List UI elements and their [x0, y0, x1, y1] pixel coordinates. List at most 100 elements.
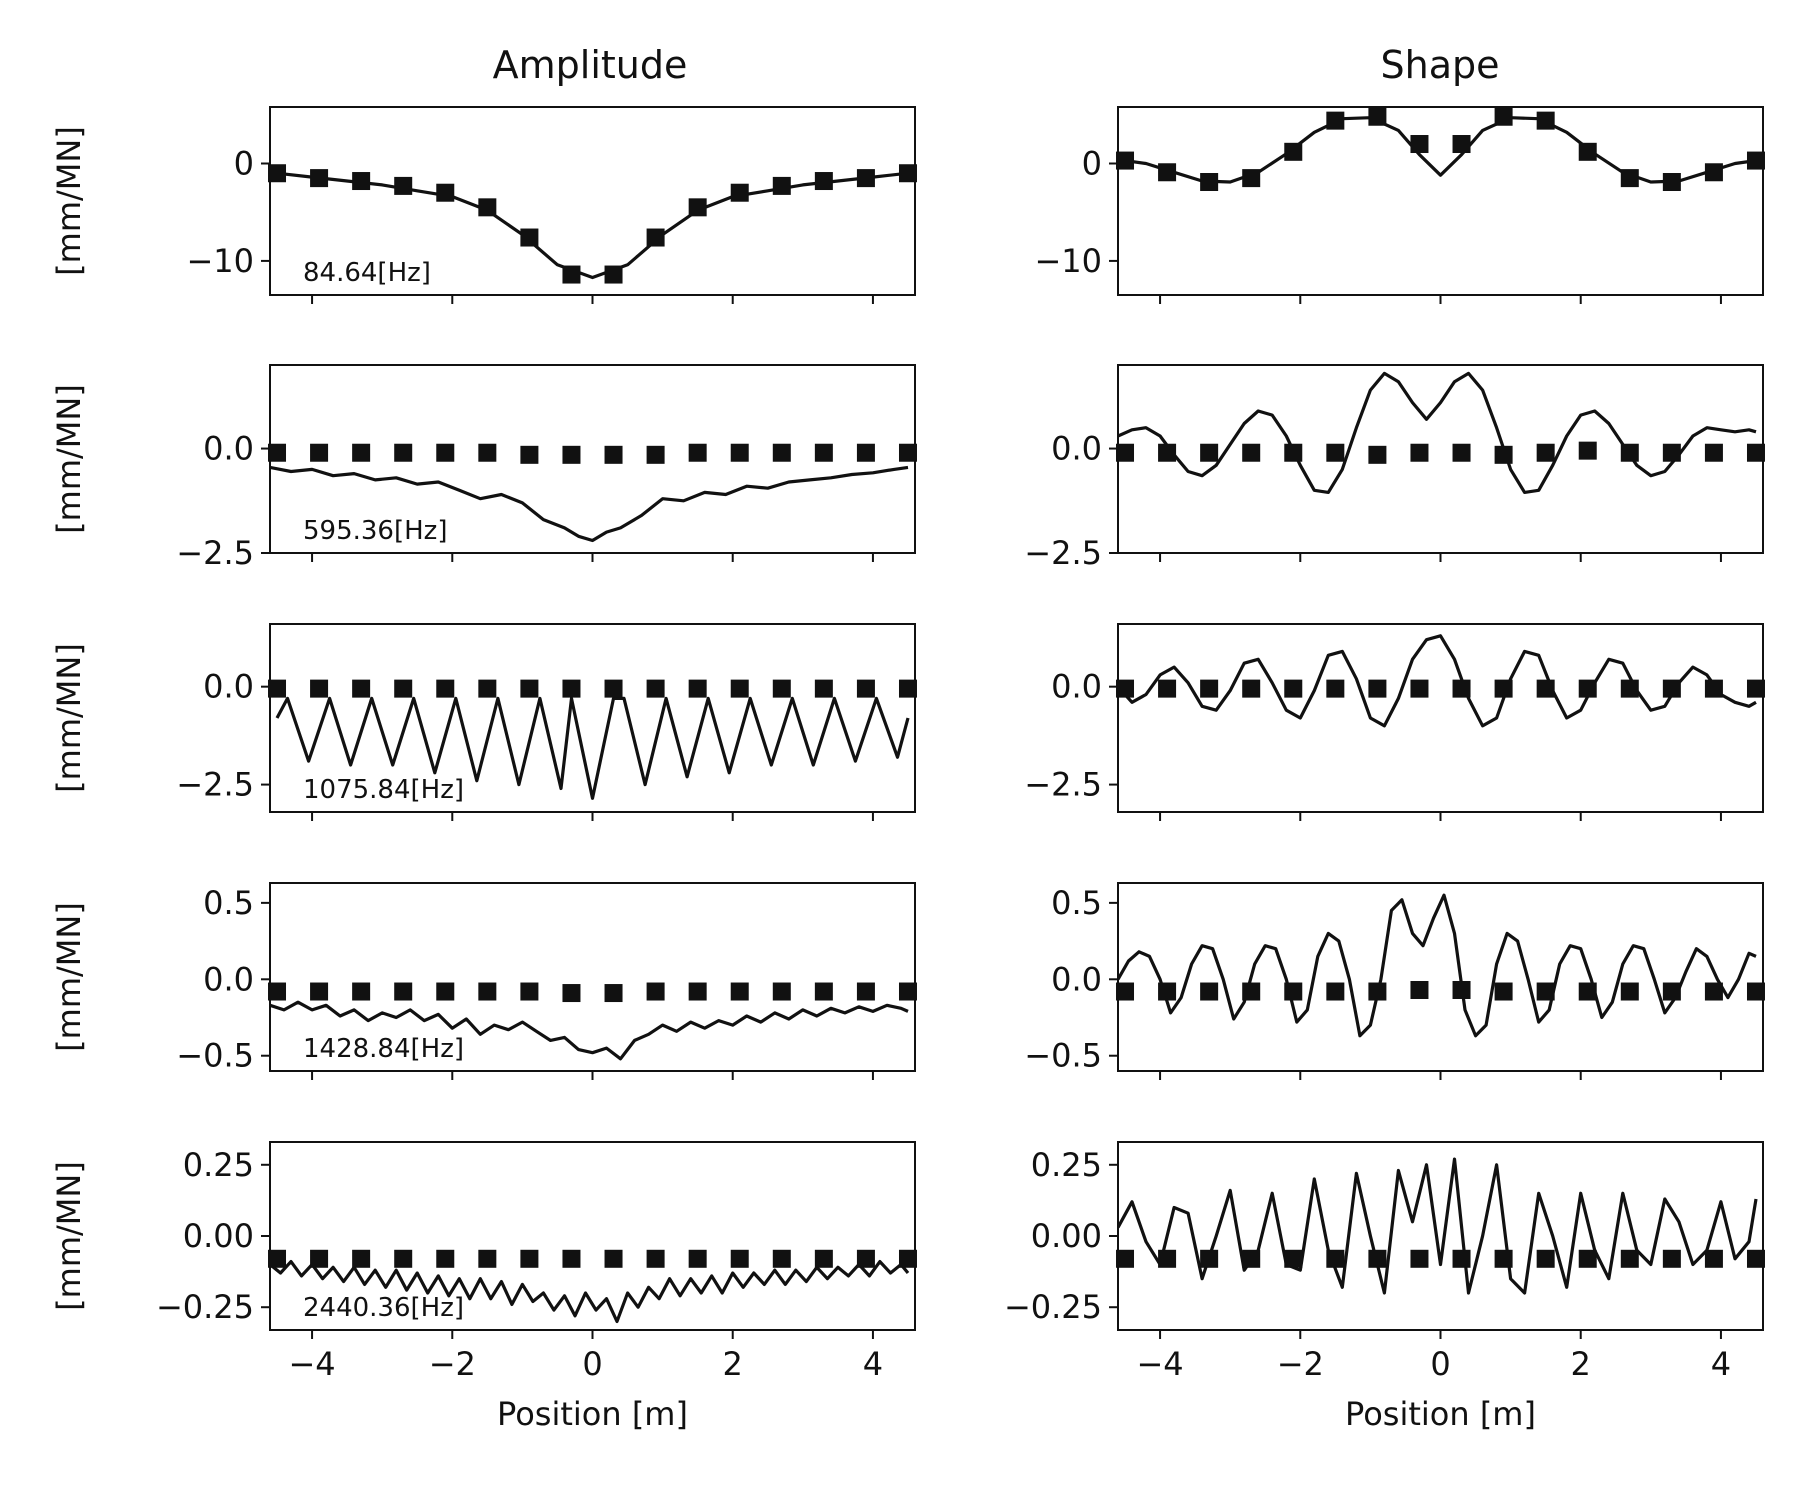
data-point-marker	[1410, 980, 1429, 999]
data-point-marker	[1116, 151, 1135, 170]
series-line	[1118, 371, 1757, 494]
data-point-marker	[394, 443, 413, 462]
data-point-marker	[436, 443, 455, 462]
data-point-marker	[730, 183, 749, 202]
panel-amplitude-3: 0.5 0.0 −0.5 [mm/MN] 1428.84[Hz]	[50, 882, 917, 1080]
data-point-marker	[268, 443, 287, 462]
data-point-marker	[520, 679, 539, 698]
y-axis-label: [mm/MN]	[50, 643, 88, 793]
data-point-marker	[856, 982, 875, 1001]
data-point-marker	[604, 265, 623, 284]
data-point-marker	[898, 443, 917, 462]
data-point-marker	[562, 265, 581, 284]
data-point-marker	[1116, 679, 1135, 698]
data-point-marker	[688, 198, 707, 217]
data-point-marker	[1200, 443, 1219, 462]
data-point-marker	[562, 984, 581, 1003]
data-point-marker	[688, 679, 707, 698]
data-point-marker	[688, 982, 707, 1001]
data-point-marker	[1662, 443, 1681, 462]
plot-frame	[1117, 106, 1764, 296]
data-point-marker	[268, 982, 287, 1001]
panel-shape-0: 0 −10	[1034, 106, 1765, 304]
data-point-marker	[310, 982, 329, 1001]
data-point-marker	[856, 169, 875, 188]
data-point-marker	[730, 982, 749, 1001]
data-point-marker	[1494, 982, 1513, 1001]
data-point-marker	[1704, 1249, 1723, 1268]
data-point-marker	[1326, 982, 1345, 1001]
y-tick-label: −2.5	[176, 534, 254, 572]
data-point-marker	[1494, 445, 1513, 464]
column-title-amplitude: Amplitude	[493, 43, 688, 87]
data-point-marker	[436, 1249, 455, 1268]
y-tick-label: 0	[234, 144, 254, 182]
data-point-marker	[772, 176, 791, 195]
data-point-marker	[1200, 679, 1219, 698]
data-point-marker	[1578, 441, 1597, 460]
data-point-marker	[478, 982, 497, 1001]
data-point-marker	[730, 443, 749, 462]
data-point-marker	[1368, 445, 1387, 464]
data-point-marker	[1410, 443, 1429, 462]
panel-amplitude-4: 0.25 0.00 −0.25 −4 −2 0 2 4 [mm/MN] Position [m] 2…	[50, 1141, 917, 1433]
data-point-marker	[814, 982, 833, 1001]
data-point-marker	[1242, 1249, 1261, 1268]
frequency-label: 1075.84[Hz]	[303, 775, 464, 805]
plot-frame	[1117, 882, 1764, 1072]
data-point-marker	[394, 176, 413, 195]
data-point-marker	[772, 1249, 791, 1268]
data-point-marker	[394, 1249, 413, 1268]
data-point-marker	[1158, 982, 1177, 1001]
data-point-marker	[1494, 107, 1513, 126]
data-point-marker	[772, 443, 791, 462]
data-point-marker	[1284, 142, 1303, 161]
frequency-label: 595.36[Hz]	[303, 516, 447, 546]
data-point-marker	[1536, 443, 1555, 462]
data-point-marker	[730, 1249, 749, 1268]
data-point-marker	[562, 445, 581, 464]
data-point-marker	[1578, 982, 1597, 1001]
data-point-marker	[1242, 169, 1261, 188]
x-tick-label: 0	[582, 1345, 602, 1383]
data-point-marker	[604, 679, 623, 698]
data-point-marker	[1746, 679, 1765, 698]
data-point-marker	[268, 164, 287, 183]
data-point-marker	[1410, 135, 1429, 154]
plot-frame	[1117, 623, 1764, 813]
data-point-marker	[1578, 1249, 1597, 1268]
data-point-marker	[1704, 679, 1723, 698]
data-point-marker	[1368, 1249, 1387, 1268]
data-point-marker	[1326, 443, 1345, 462]
data-point-marker	[1620, 679, 1639, 698]
column-title-shape: Shape	[1381, 43, 1500, 87]
x-tick-label: −2	[429, 1345, 476, 1383]
data-point-marker	[562, 679, 581, 698]
data-point-marker	[394, 982, 413, 1001]
x-tick-label: −4	[1136, 1345, 1183, 1383]
data-point-marker	[310, 169, 329, 188]
data-point-marker	[1116, 443, 1135, 462]
data-point-marker	[646, 228, 665, 247]
data-point-marker	[730, 679, 749, 698]
data-point-marker	[1578, 679, 1597, 698]
data-point-marker	[1242, 679, 1261, 698]
data-point-marker	[1116, 982, 1135, 1001]
data-point-marker	[268, 679, 287, 698]
data-point-marker	[1494, 679, 1513, 698]
data-point-marker	[772, 679, 791, 698]
panel-amplitude-2: 0.0 −2.5 [mm/MN] 1075.84[Hz]	[50, 623, 917, 821]
data-point-marker	[1410, 679, 1429, 698]
data-point-marker	[856, 443, 875, 462]
data-point-marker	[310, 443, 329, 462]
series-line	[270, 465, 909, 543]
y-axis-label: [mm/MN]	[50, 126, 88, 276]
data-point-marker	[1746, 443, 1765, 462]
y-tick-label: 0.0	[1051, 668, 1102, 706]
data-point-marker	[1158, 1249, 1177, 1268]
y-tick-label: −2.5	[1024, 766, 1102, 804]
data-point-marker	[1536, 679, 1555, 698]
data-point-marker	[688, 1249, 707, 1268]
data-point-marker	[520, 228, 539, 247]
